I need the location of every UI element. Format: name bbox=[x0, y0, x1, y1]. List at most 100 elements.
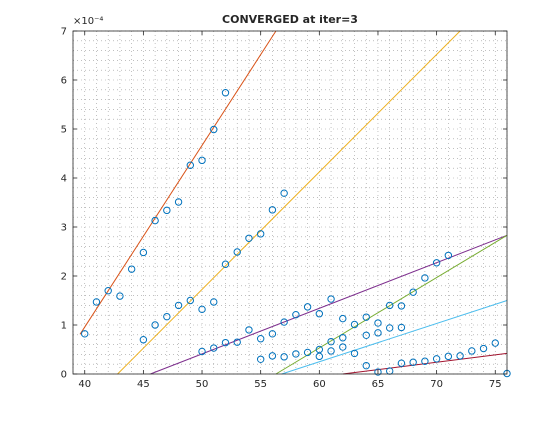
x-tick-label: 50 bbox=[196, 379, 209, 390]
data-point bbox=[92, 298, 101, 306]
data-point bbox=[256, 230, 265, 238]
data-point bbox=[409, 358, 417, 366]
data-point bbox=[432, 355, 441, 363]
fit-line bbox=[281, 300, 508, 375]
data-point bbox=[210, 298, 218, 306]
data-point bbox=[174, 301, 183, 310]
data-point bbox=[327, 295, 335, 303]
data-point bbox=[104, 287, 112, 295]
data-point bbox=[350, 320, 359, 329]
grid bbox=[72, 30, 508, 375]
data-point bbox=[198, 156, 206, 165]
y-tick-label: 2 bbox=[61, 272, 67, 283]
data-point bbox=[151, 321, 159, 329]
data-point bbox=[186, 161, 194, 169]
data-point bbox=[362, 331, 370, 339]
data-point bbox=[245, 234, 253, 242]
data-point bbox=[444, 251, 453, 260]
data-point bbox=[280, 318, 288, 326]
data-points bbox=[81, 89, 511, 378]
data-point bbox=[127, 265, 136, 273]
data-point bbox=[245, 326, 253, 334]
data-point bbox=[268, 330, 277, 338]
fit-line bbox=[79, 30, 277, 335]
y-tick-label: 3 bbox=[61, 223, 67, 234]
data-point bbox=[198, 347, 206, 356]
data-point bbox=[116, 292, 124, 300]
data-point bbox=[339, 343, 347, 351]
data-point bbox=[327, 337, 335, 346]
y-axis-exponent-label: ×10⁻⁴ bbox=[73, 16, 103, 27]
data-point bbox=[374, 329, 382, 337]
data-point bbox=[292, 311, 300, 319]
fit-line bbox=[275, 234, 508, 375]
y-tick-label: 5 bbox=[61, 125, 67, 136]
data-point bbox=[174, 198, 183, 206]
data-point bbox=[163, 312, 171, 321]
data-point bbox=[432, 259, 441, 267]
y-tick-label: 1 bbox=[61, 321, 67, 332]
data-point bbox=[444, 352, 453, 361]
x-tick-label: 70 bbox=[430, 379, 443, 390]
data-point bbox=[386, 324, 394, 332]
data-point bbox=[397, 323, 406, 332]
data-point bbox=[280, 189, 288, 197]
axes-background bbox=[73, 31, 507, 374]
data-point bbox=[221, 89, 230, 97]
data-point bbox=[256, 355, 265, 363]
data-point bbox=[268, 206, 277, 214]
data-point bbox=[374, 319, 382, 327]
data-point bbox=[362, 313, 370, 321]
data-point bbox=[362, 361, 370, 370]
data-point bbox=[186, 296, 194, 305]
data-point bbox=[315, 310, 324, 318]
data-point bbox=[210, 125, 218, 134]
data-point bbox=[221, 338, 230, 347]
y-tick-label: 6 bbox=[61, 76, 67, 87]
x-tick-label: 65 bbox=[372, 379, 385, 390]
data-point bbox=[479, 344, 488, 353]
data-point bbox=[233, 338, 241, 346]
data-point bbox=[456, 352, 464, 360]
data-point bbox=[268, 352, 277, 360]
x-tick-label: 60 bbox=[313, 379, 326, 390]
data-point bbox=[421, 357, 429, 365]
data-point bbox=[280, 353, 288, 361]
data-point bbox=[151, 216, 159, 225]
data-point bbox=[81, 330, 89, 338]
data-point bbox=[139, 248, 148, 257]
chart-title: CONVERGED at iter=3 bbox=[222, 13, 358, 26]
fit-line bbox=[117, 30, 461, 375]
data-point bbox=[233, 248, 241, 256]
data-point bbox=[421, 274, 429, 282]
data-point bbox=[374, 368, 382, 376]
axes-box bbox=[72, 30, 508, 375]
y-tick-label: 0 bbox=[61, 370, 67, 381]
x-tick-label: 45 bbox=[137, 379, 150, 390]
data-point bbox=[210, 344, 218, 352]
data-point bbox=[256, 335, 265, 343]
data-point bbox=[350, 349, 359, 358]
fit-lines bbox=[79, 30, 508, 375]
data-point bbox=[163, 206, 171, 215]
data-point bbox=[221, 260, 230, 268]
x-tick-label: 40 bbox=[78, 379, 91, 390]
data-point bbox=[397, 302, 406, 310]
data-point bbox=[303, 348, 312, 357]
data-point bbox=[315, 345, 324, 354]
data-point bbox=[303, 303, 312, 311]
data-point bbox=[397, 359, 406, 367]
data-point bbox=[468, 347, 476, 355]
data-point bbox=[198, 305, 206, 314]
x-tick-label: 75 bbox=[489, 379, 502, 390]
x-tick-label: 55 bbox=[254, 379, 267, 390]
y-tick-label: 7 bbox=[61, 27, 67, 38]
data-point bbox=[327, 347, 335, 355]
fit-line bbox=[342, 352, 508, 375]
data-point bbox=[292, 350, 300, 358]
data-point bbox=[139, 336, 148, 344]
data-point bbox=[409, 288, 417, 296]
